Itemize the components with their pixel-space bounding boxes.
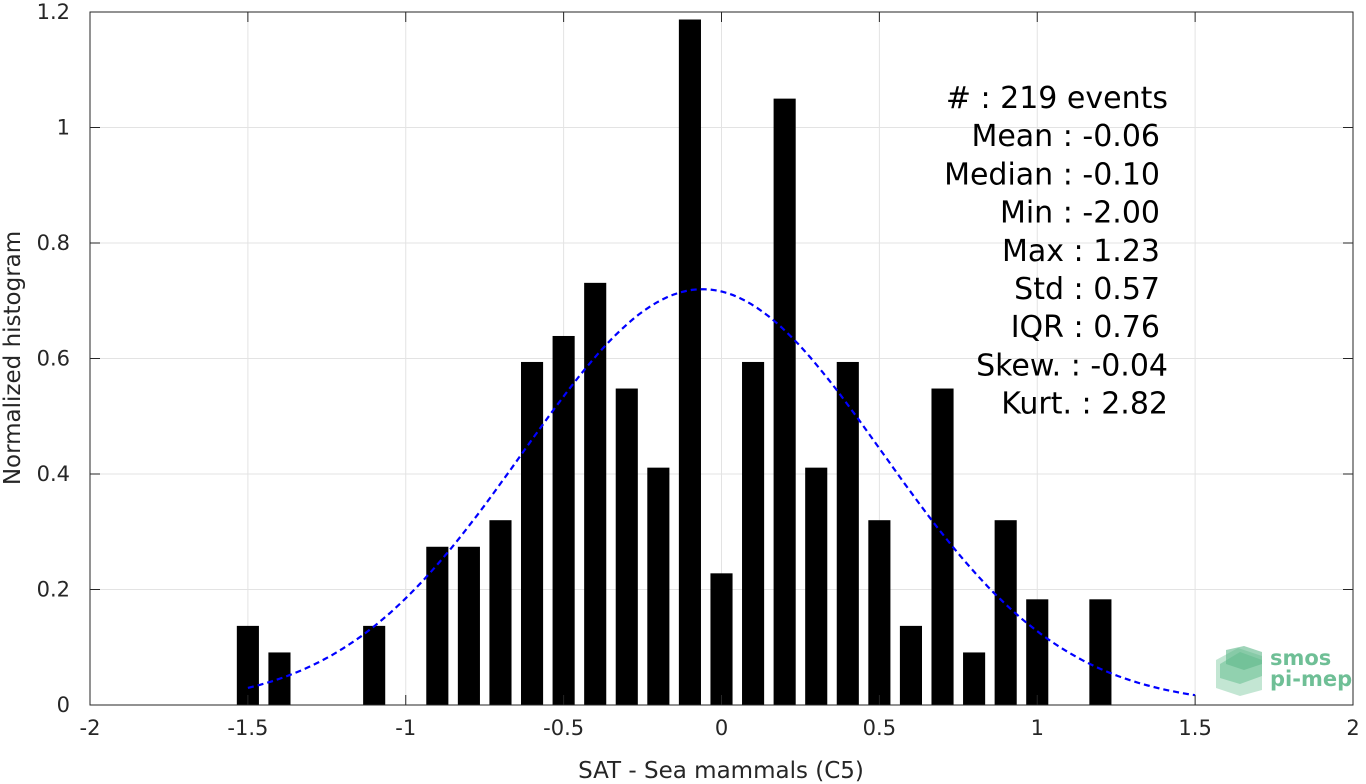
histogram-bar <box>868 520 891 705</box>
x-tick-labels: -2 -1.5 -1 -0.5 0 0.5 1 1.5 2 <box>80 716 1360 740</box>
x-tick-label: -0.5 <box>543 716 584 740</box>
logo-mark-icon <box>1216 646 1262 696</box>
histogram-bar <box>931 388 954 705</box>
stats-line: # : 219 events <box>946 81 1168 116</box>
stats-line: IQR : 0.76 <box>1011 310 1160 345</box>
x-tick-label: 0 <box>715 716 728 740</box>
x-tick-label: 0.5 <box>863 716 896 740</box>
y-tick-label: 1.2 <box>37 0 70 24</box>
y-tick-labels: 0 0.2 0.4 0.6 0.8 1 1.2 <box>37 0 70 717</box>
histogram-bar <box>678 19 701 705</box>
histogram-bar <box>742 361 765 705</box>
logo-line1: smos <box>1270 646 1331 670</box>
stats-line: Mean : -0.06 <box>971 119 1160 154</box>
stats-line: Skew. : -0.04 <box>976 348 1168 383</box>
histogram-bar <box>994 520 1017 705</box>
stats-line: Std : 0.57 <box>1014 272 1160 307</box>
histogram-bar <box>426 546 449 705</box>
stats-line: Min : -2.00 <box>1000 196 1160 231</box>
y-tick-label: 0.6 <box>37 347 70 371</box>
stats-line: Max : 1.23 <box>1002 234 1160 269</box>
histogram-bar <box>647 467 670 705</box>
histogram-bar <box>489 520 512 705</box>
stats-line: Median : -0.10 <box>944 157 1160 192</box>
histogram-bar <box>615 388 638 705</box>
stats-line: Kurt. : 2.82 <box>1001 387 1168 422</box>
histogram-bar <box>773 98 796 705</box>
histogram-bars <box>236 19 1112 705</box>
histogram-bar <box>584 282 607 705</box>
histogram-bar <box>899 625 923 705</box>
y-tick-label: 0.4 <box>37 462 70 486</box>
histogram-bar <box>363 625 386 705</box>
histogram-bar <box>236 625 259 705</box>
logo-line2: pi-mep <box>1270 667 1352 691</box>
y-tick-label: 1 <box>57 116 70 140</box>
normal-fit-curve <box>247 288 1196 697</box>
y-axis-label: Normalized histogram <box>0 231 26 485</box>
x-tick-label: -1.5 <box>227 716 268 740</box>
histogram-bar <box>552 335 575 705</box>
histogram-bar <box>520 361 544 705</box>
y-tick-label: 0 <box>57 693 70 717</box>
histogram-bar <box>836 361 859 705</box>
histogram-bar <box>710 573 733 705</box>
x-tick-label: -2 <box>80 716 101 740</box>
histogram-bar <box>1026 599 1049 705</box>
x-tick-label: 2 <box>1346 716 1359 740</box>
histogram-bar <box>963 652 986 705</box>
x-tick-label: 1 <box>1031 716 1044 740</box>
histogram-bar <box>457 546 480 705</box>
axis-ticks <box>89 11 1354 706</box>
y-tick-label: 0.2 <box>37 578 70 602</box>
histogram-bar <box>1089 599 1112 705</box>
x-tick-label: -1 <box>395 716 416 740</box>
x-axis-label: SAT - Sea mammals (C5) <box>578 758 864 784</box>
histogram-bar <box>805 467 828 705</box>
smos-pimep-logo: smos pi-mep <box>1216 646 1352 696</box>
y-tick-label: 0.8 <box>37 231 70 255</box>
x-tick-label: 1.5 <box>1178 716 1211 740</box>
